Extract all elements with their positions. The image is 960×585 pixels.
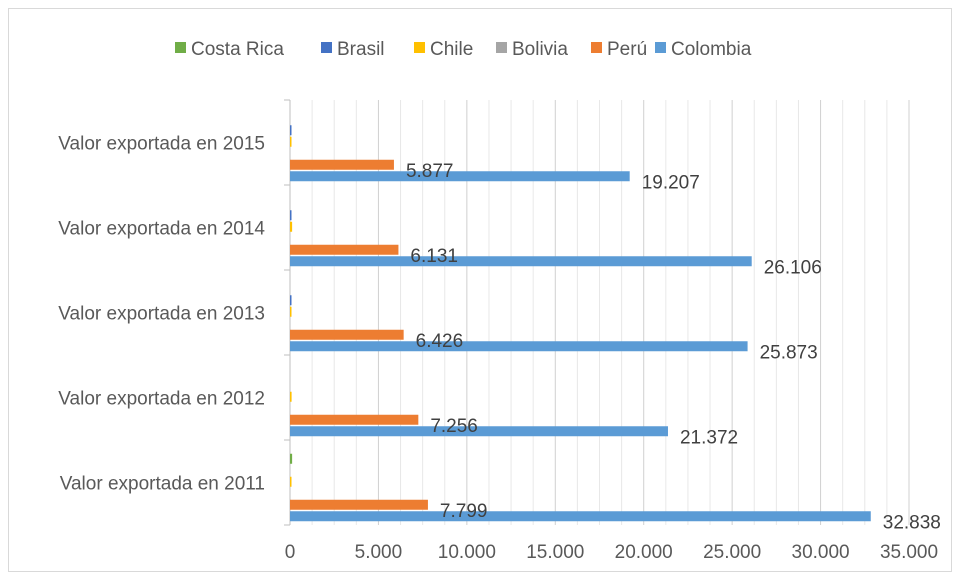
x-tick-label: 25.000 [703, 542, 761, 563]
x-tick-label: 5.000 [355, 542, 403, 563]
bar-peru [290, 414, 419, 425]
data-label-colombia: 26.106 [764, 257, 822, 278]
chart-border [8, 8, 952, 572]
category-label: Valor exportada en 2013 [58, 304, 265, 325]
legend-label-chile: Chile [430, 39, 473, 60]
x-tick-label: 30.000 [792, 542, 850, 563]
bar-peru [290, 329, 404, 340]
x-tick-label: 10.000 [438, 542, 496, 563]
data-label-peru: 7.256 [430, 416, 478, 437]
data-labels: 7.799 32.838 7.256 21.372 6.426 25.873 6.131 26… [406, 161, 941, 534]
data-label-colombia: 25.873 [760, 342, 818, 363]
x-tick-label: 35.000 [880, 542, 938, 563]
data-label-peru: 5.877 [406, 161, 454, 182]
legend-label-peru: Perú [607, 39, 647, 60]
x-tick-label: 20.000 [615, 542, 673, 563]
bar-brasil [290, 125, 292, 136]
bar-chile [290, 136, 292, 147]
bars [290, 125, 871, 522]
legend-swatch-chile [414, 42, 425, 53]
data-label-colombia: 19.207 [642, 172, 700, 193]
data-label-colombia: 32.838 [883, 512, 941, 533]
bar-colombia [290, 256, 752, 267]
bar-colombia [290, 426, 668, 437]
bar-costa-rica [290, 453, 293, 464]
data-label-peru: 6.131 [410, 246, 458, 267]
bar-chile [290, 221, 293, 232]
legend-label-colombia: Colombia [671, 39, 752, 60]
legend-label-brasil: Brasil [337, 39, 385, 60]
legend-swatch-brasil [321, 42, 332, 53]
data-label-peru: 7.799 [440, 501, 488, 522]
legend-label-bolivia: Bolivia [512, 39, 568, 60]
bar-peru [290, 499, 428, 510]
gridlines [311, 100, 910, 525]
x-axis: 0 5.000 10.000 15.000 20.000 25.000 30.000 35.0… [285, 542, 938, 563]
bar-peru [290, 159, 394, 170]
bar-colombia [290, 171, 630, 182]
bar-colombia [290, 341, 748, 352]
bar-chile [290, 476, 292, 487]
bar-chile [290, 391, 292, 402]
category-label: Valor exportada en 2012 [58, 389, 265, 410]
legend-swatch-bolivia [496, 42, 507, 53]
category-labels: Valor exportada en 2011 Valor exportada e… [58, 134, 265, 495]
bar-brasil [290, 295, 292, 306]
legend-swatch-costa-rica [175, 42, 186, 53]
legend-swatch-peru [591, 42, 602, 53]
x-tick-label: 0 [285, 542, 296, 563]
bar-brasil [290, 210, 292, 221]
bar-peru [290, 244, 399, 255]
category-label: Valor exportada en 2015 [58, 134, 265, 155]
legend: Costa Rica Brasil Chile Bolivia Perú Colombia [175, 39, 752, 60]
data-label-peru: 6.426 [416, 331, 464, 352]
category-label: Valor exportada en 2011 [60, 474, 265, 495]
bar-colombia [290, 511, 871, 522]
legend-swatch-colombia [655, 42, 666, 53]
legend-label-costa-rica: Costa Rica [191, 39, 284, 60]
category-label: Valor exportada en 2014 [58, 219, 265, 240]
data-label-colombia: 21.372 [680, 427, 738, 448]
bar-chile [290, 306, 292, 317]
x-tick-label: 15.000 [526, 542, 584, 563]
